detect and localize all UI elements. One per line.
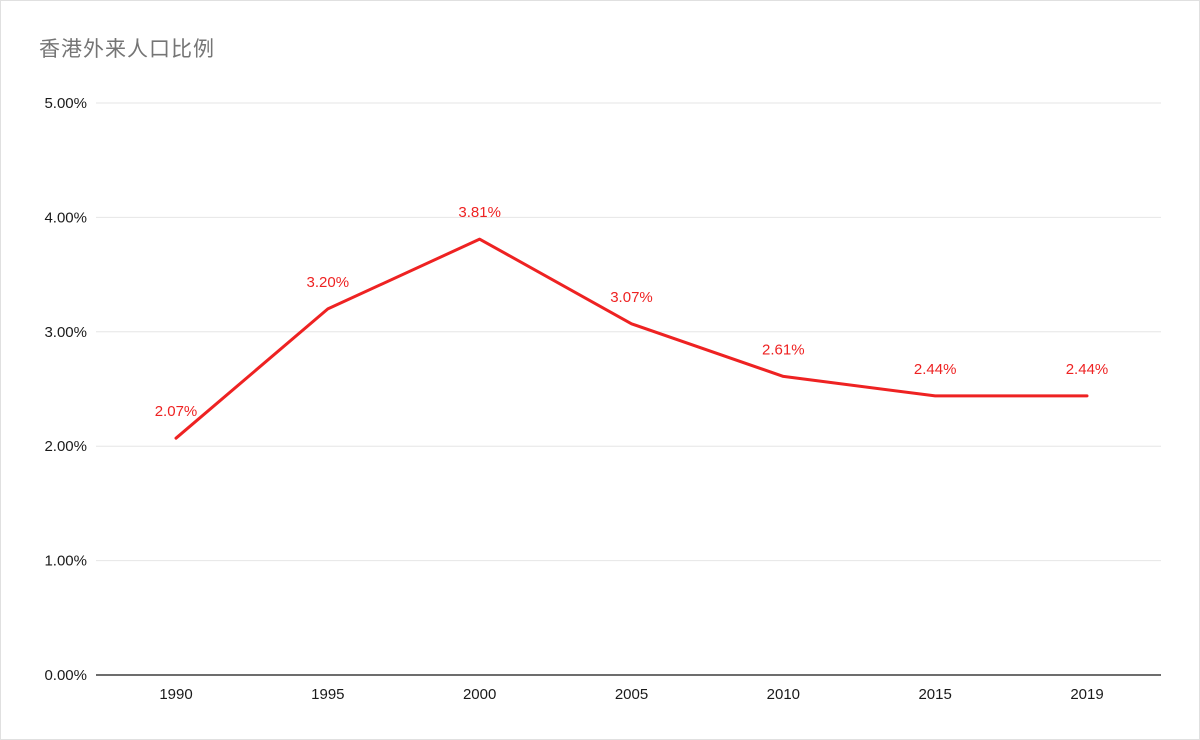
x-tick-label: 1995 bbox=[311, 686, 344, 703]
y-tick-label: 2.00% bbox=[44, 438, 87, 455]
x-tick-label: 2005 bbox=[615, 686, 648, 703]
y-tick-label: 3.00% bbox=[44, 324, 87, 341]
data-point-label: 2.44% bbox=[1066, 361, 1109, 378]
y-tick-label: 5.00% bbox=[44, 95, 87, 112]
data-point-label: 2.61% bbox=[762, 341, 805, 358]
data-point-label: 2.07% bbox=[155, 403, 198, 420]
data-point-label: 3.81% bbox=[458, 204, 501, 221]
data-series-line bbox=[174, 237, 1089, 440]
y-tick-label: 0.00% bbox=[44, 667, 87, 684]
x-tick-label: 1990 bbox=[159, 686, 192, 703]
y-tick-label: 1.00% bbox=[44, 553, 87, 570]
x-tick-label: 2010 bbox=[767, 686, 800, 703]
chart-title: 香港外来人口比例 bbox=[39, 38, 215, 61]
x-tick-label: 2015 bbox=[918, 686, 951, 703]
x-tick-label: 2019 bbox=[1070, 686, 1103, 703]
data-point-label: 2.44% bbox=[914, 361, 957, 378]
x-tick-label: 2000 bbox=[463, 686, 496, 703]
data-point-label: 3.07% bbox=[610, 289, 653, 306]
y-tick-label: 4.00% bbox=[44, 209, 87, 226]
data-point-label: 3.20% bbox=[307, 274, 350, 291]
